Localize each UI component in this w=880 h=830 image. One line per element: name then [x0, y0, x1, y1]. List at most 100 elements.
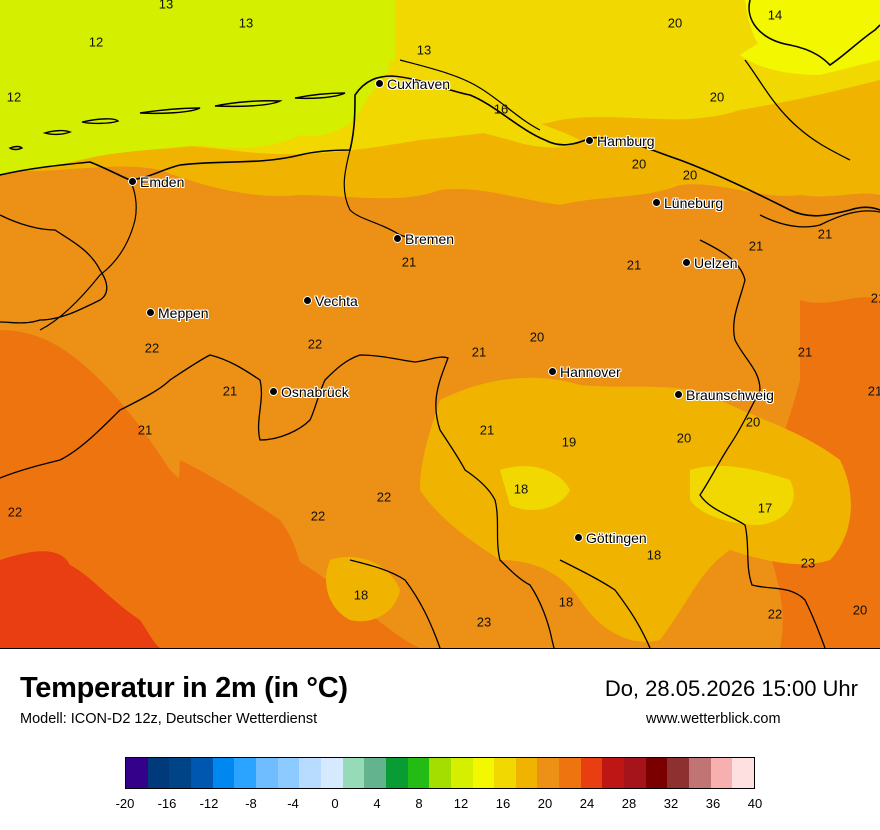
legend-swatch [342, 758, 365, 788]
color-legend [125, 757, 755, 789]
temp-zone-16-sea-east-b [745, 0, 880, 72]
legend-swatch [580, 758, 603, 788]
city-label: Emden [128, 175, 184, 189]
legend-tick-label: 24 [579, 796, 595, 811]
temperature-value: 21 [222, 383, 238, 399]
city-label: Bremen [393, 232, 454, 246]
legend-swatch [710, 758, 733, 788]
temperature-field [0, 0, 880, 648]
legend-swatch [299, 758, 321, 788]
island [8, 145, 24, 151]
temperature-value: 20 [676, 430, 692, 446]
map-title: Temperatur in 2m (in °C) [20, 672, 348, 704]
city-name: Braunschweig [686, 387, 774, 403]
temperature-value: 21 [748, 238, 764, 254]
temperature-value: 18 [353, 587, 369, 603]
temperature-value: 21 [471, 344, 487, 360]
temperature-value: 20 [682, 167, 698, 183]
legend-swatch [732, 758, 755, 788]
temperature-value: 22 [376, 489, 392, 505]
city-name: Osnabrück [281, 384, 349, 400]
temperature-value: 21 [137, 422, 153, 438]
city-label: Cuxhaven [375, 77, 450, 91]
city-marker-icon [652, 197, 661, 207]
temp-zone-24-plus [0, 551, 160, 648]
island [214, 100, 283, 108]
temperature-value: 21 [797, 344, 813, 360]
temperature-value: 22 [144, 340, 160, 356]
city-name: Vechta [315, 293, 358, 309]
legend-tick-label: 4 [373, 796, 381, 811]
border-netherlands [0, 214, 108, 324]
island [81, 118, 120, 125]
temperature-value: 21 [867, 383, 880, 399]
legend-tick-label: 36 [705, 796, 721, 811]
temperature-value: 12 [88, 34, 104, 50]
temp-zone-18-20-south [326, 556, 400, 622]
website-link[interactable]: www.wetterblick.com [646, 711, 781, 727]
city-label: Göttingen [574, 531, 647, 545]
border-east [759, 210, 880, 228]
city-label: Uelzen [682, 256, 738, 270]
city-name: Göttingen [586, 530, 647, 546]
city-marker-icon [146, 307, 155, 317]
legend-tick-label: -8 [245, 796, 257, 811]
city-name: Meppen [158, 305, 209, 321]
city-label: Braunschweig [674, 388, 774, 402]
city-name: Uelzen [694, 255, 738, 271]
temperature-value: 13 [416, 42, 432, 58]
legend-tick-label: 16 [495, 796, 511, 811]
city-name: Emden [140, 174, 185, 190]
legend-swatch [472, 758, 495, 788]
city-marker-icon [128, 176, 137, 186]
temperature-value: 22 [7, 504, 23, 520]
temperature-value: 18 [558, 594, 574, 610]
forecast-datetime: Do, 28.05.2026 15:00 Uhr [604, 676, 858, 701]
legend-swatch [559, 758, 581, 788]
legend-swatch [147, 758, 170, 788]
city-name: Lüneburg [664, 195, 724, 211]
legend-swatch [645, 758, 668, 788]
city-marker-icon [269, 386, 278, 396]
temp-zone-18-20-central [420, 377, 851, 642]
legend-swatch [212, 758, 235, 788]
model-info: Modell: ICON-D2 12z, Deutscher Wetterdie… [20, 711, 318, 727]
city-marker-icon [393, 233, 402, 243]
city-marker-icon [585, 135, 594, 145]
temperature-value: 20 [709, 89, 725, 105]
legend-swatch [169, 758, 191, 788]
legend-swatch [255, 758, 278, 788]
legend-tick-label: -16 [157, 796, 177, 811]
temperature-value: 14 [767, 7, 783, 23]
legend-swatch [385, 758, 408, 788]
river-weser [343, 149, 419, 243]
city-label: Meppen [146, 306, 209, 320]
legend-swatch [234, 758, 256, 788]
temperature-value: 16 [493, 101, 509, 117]
city-name: Cuxhaven [387, 76, 451, 92]
border-hesse [349, 559, 441, 648]
river-ems [39, 179, 137, 331]
border-thueringen [559, 559, 651, 648]
temp-zone-16-18-braunschweig [690, 465, 794, 525]
legend-tick-label: 28 [621, 796, 637, 811]
temperature-value: 21 [401, 254, 417, 270]
legend-swatch [537, 758, 560, 788]
temp-zone-12-16-sea [0, 0, 395, 175]
legend-tick-label: 20 [537, 796, 553, 811]
city-marker-icon [548, 366, 557, 376]
coastline [0, 75, 880, 217]
island [139, 107, 201, 115]
temperature-value: 13 [158, 0, 174, 12]
temperature-value: 13 [238, 15, 254, 31]
border-sachsen-anhalt [699, 239, 826, 648]
city-label: Osnabrück [269, 385, 349, 399]
island [294, 92, 346, 100]
city-name: Hamburg [597, 133, 655, 149]
temperature-value: 20 [631, 156, 647, 172]
temperature-value: 23 [476, 614, 492, 630]
temp-zone-22-24-southwest [170, 460, 320, 648]
legend-swatch [277, 758, 300, 788]
temperature-value: 23 [800, 555, 816, 571]
temperature-value: 20 [529, 329, 545, 345]
